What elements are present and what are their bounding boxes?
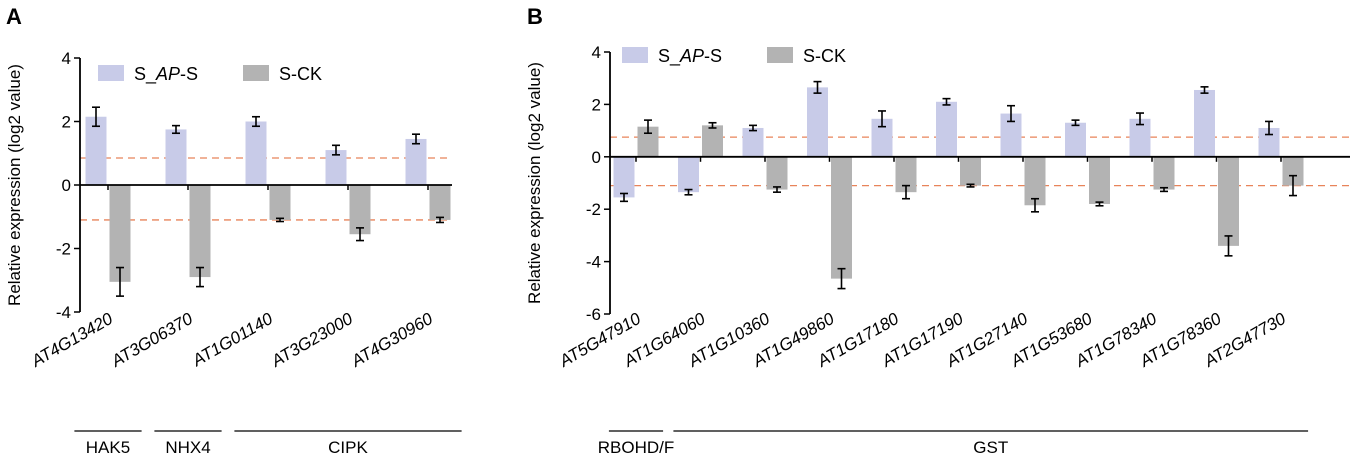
bar-treatment: [1000, 113, 1022, 157]
legend-swatch-treatment: [622, 47, 648, 63]
group-label: NHX4: [165, 438, 210, 457]
legend-swatch-control: [243, 65, 269, 81]
bar-treatment: [807, 87, 828, 157]
x-tick-label: AT4G30960: [347, 309, 436, 371]
bar-treatment: [871, 118, 893, 157]
bar-treatment: [405, 138, 427, 185]
panel-label: A: [6, 4, 22, 29]
bar-treatment: [1194, 89, 1215, 157]
group-label: GST: [973, 438, 1008, 457]
bar-control: [429, 185, 451, 220]
y-tick-label: 2: [62, 113, 71, 132]
y-axis-label: Relative expression (log2 value): [5, 64, 24, 306]
bar-control: [766, 156, 788, 190]
legend-label-part: AP: [679, 46, 704, 66]
bar-treatment: [245, 121, 267, 185]
legend-label-part: -S: [180, 64, 198, 84]
legend-label-treatment: S_AP-S: [134, 64, 198, 85]
bar-treatment: [1129, 118, 1151, 157]
legend-label-control: S-CK: [803, 46, 846, 66]
bar-control: [831, 156, 852, 279]
legend-label-part: AP: [155, 64, 180, 84]
bar-treatment: [742, 127, 764, 157]
bar-control: [269, 185, 291, 220]
legend-label-part: S_: [134, 64, 157, 85]
y-tick-label: -6: [586, 305, 601, 324]
bar-treatment: [1065, 122, 1086, 157]
bar-control: [1282, 156, 1304, 186]
bar-treatment: [678, 156, 699, 193]
bar-control: [189, 185, 211, 278]
bar-control: [637, 126, 659, 157]
y-tick-label: 2: [592, 95, 601, 114]
bar-treatment: [85, 116, 107, 185]
bar-treatment: [325, 150, 347, 185]
bar-control: [1089, 156, 1110, 204]
y-tick-label: 4: [62, 49, 71, 68]
bar-treatment: [165, 129, 187, 185]
bar-control: [349, 185, 371, 235]
y-axis-label: Relative expression (log2 value): [525, 62, 544, 304]
legend-swatch-treatment: [98, 65, 124, 81]
bar-control: [702, 125, 723, 157]
bar-control: [109, 185, 131, 282]
legend-label-part: S_: [658, 46, 681, 67]
legend-label-control: S-CK: [279, 64, 322, 84]
group-label: CIPK: [328, 438, 368, 457]
legend-label-treatment: S_AP-S: [658, 46, 722, 67]
legend-label-part: -S: [704, 46, 722, 66]
bar-control: [960, 156, 981, 186]
panel-a: A Relative expression (log2 value)AT4G134…: [5, 4, 462, 457]
bar-control: [1024, 156, 1046, 206]
bar-treatment: [936, 101, 957, 157]
y-tick-label: 0: [62, 176, 71, 195]
bar-control: [895, 156, 917, 193]
bar-control: [1153, 156, 1175, 190]
y-tick-label: 0: [592, 148, 601, 167]
x-tick-label: AT4G13420: [27, 309, 116, 371]
group-label: HAK5: [86, 438, 130, 457]
y-tick-label: -2: [56, 240, 71, 259]
x-tick-label: AT3G23000: [267, 309, 356, 371]
x-tick-label: AT3G06370: [107, 309, 196, 371]
y-tick-label: -4: [586, 253, 601, 272]
group-label: RBOHD/F: [598, 438, 675, 457]
bar-treatment: [613, 156, 635, 198]
y-tick-label: 4: [592, 43, 601, 62]
x-tick-label: AT1G01140: [188, 309, 276, 371]
y-tick-label: -2: [586, 200, 601, 219]
bar-treatment: [1258, 127, 1280, 157]
panel-label: B: [527, 4, 543, 29]
bar-control: [1218, 156, 1239, 246]
y-tick-label: -4: [56, 303, 71, 322]
legend-swatch-control: [767, 47, 793, 63]
